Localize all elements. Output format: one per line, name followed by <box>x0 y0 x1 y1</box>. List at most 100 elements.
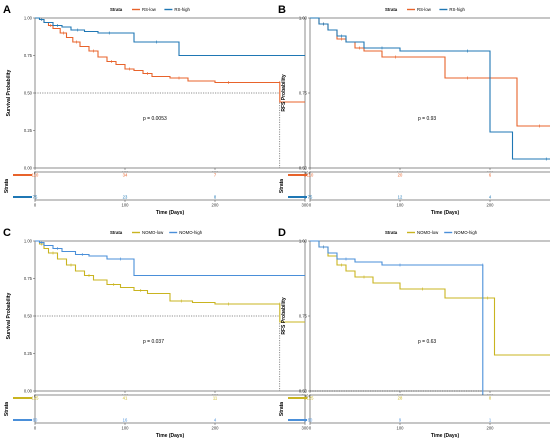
legend-label: RS-low <box>417 7 432 12</box>
y-tick-label: 0.75 <box>299 313 308 318</box>
km-curve-nomo-high <box>310 240 550 404</box>
risk-count: 11 <box>213 396 218 401</box>
risk-x-axis-label: Time (Days) <box>156 210 185 216</box>
risk-count: 34 <box>123 173 128 178</box>
risk-count: 125 <box>307 396 315 401</box>
panel-b: B Strata RS-low RS-high 0.50 0.75 1.00 0 100 200 3… <box>278 4 550 216</box>
risk-count: 1 <box>489 418 492 423</box>
risk-count: 8 <box>489 396 492 401</box>
risk-count: 23 <box>123 195 128 200</box>
y-tick-label: 0.75 <box>24 53 33 58</box>
risk-x-tick-label: 300 <box>302 203 310 208</box>
risk-table-title: Strata <box>279 402 285 416</box>
risk-x-tick-label: 0 <box>34 203 37 208</box>
risk-x-tick-label: 100 <box>122 203 130 208</box>
risk-count: 110 <box>307 173 314 178</box>
risk-x-tick-label: 200 <box>487 426 495 431</box>
km-curve-nomo-high <box>35 240 305 277</box>
risk-x-tick-label: 200 <box>487 203 495 208</box>
legend-label: NOMO-high <box>179 230 203 235</box>
y-axis-label: RFS Probability <box>281 74 287 111</box>
y-tick-label: 1.00 <box>299 15 308 20</box>
panel-label: C <box>3 227 11 239</box>
risk-x-tick-label: 100 <box>397 203 405 208</box>
panel-a: A Strata RS-low RS-high 0.00 0.25 0.50 0.75 1.00… <box>3 4 309 216</box>
legend-title: Strata <box>110 230 123 235</box>
y-tick-label: 0.75 <box>299 90 308 95</box>
y-tick-label: 1.00 <box>299 238 308 243</box>
risk-count: 60 <box>308 418 313 423</box>
risk-table-title: Strata <box>4 179 10 193</box>
risk-table-title: Strata <box>279 179 285 193</box>
y-tick-label: 0.00 <box>24 388 33 393</box>
p-value: p = 0.93 <box>418 116 436 122</box>
risk-x-tick-label: 100 <box>122 426 130 431</box>
legend-label: RS-high <box>174 7 190 12</box>
risk-count: 75 <box>33 195 38 200</box>
risk-count: 41 <box>123 396 128 401</box>
y-tick-label: 0.00 <box>24 165 33 170</box>
risk-count: 16 <box>123 418 128 423</box>
y-tick-label: 0.75 <box>24 276 33 281</box>
legend: Strata NOMO-low NOMO-high <box>385 230 478 235</box>
panel-d: D Strata NOMO-low NOMO-high 0.50 0.75 1.00 0 100… <box>278 227 550 439</box>
y-axis-label: Survival Probability <box>6 292 12 339</box>
risk-table-title: Strata <box>4 402 10 416</box>
legend-label: NOMO-low <box>142 230 164 235</box>
x-tick-label: 300 <box>302 394 310 399</box>
risk-count: 9 <box>399 418 402 423</box>
legend-label: RS-high <box>449 7 465 12</box>
km-curve-rs-high <box>310 17 550 160</box>
legend: Strata NOMO-low NOMO-high <box>110 230 203 235</box>
risk-count: 8 <box>214 195 217 200</box>
risk-count: 4 <box>214 418 217 423</box>
risk-count: 60 <box>33 418 38 423</box>
y-tick-label: 0.50 <box>24 90 33 95</box>
risk-count: 28 <box>398 396 403 401</box>
plot-area <box>309 17 550 169</box>
risk-table <box>34 394 306 424</box>
y-tick-label: 0.50 <box>299 388 308 393</box>
risk-x-tick-label: 300 <box>302 426 310 431</box>
risk-count: 6 <box>489 173 492 178</box>
risk-count: 110 <box>32 173 39 178</box>
risk-x-tick-label: 0 <box>309 426 312 431</box>
legend-label: NOMO-high <box>454 230 478 235</box>
risk-count: 20 <box>398 173 403 178</box>
risk-table <box>34 171 306 201</box>
p-value: p = 0.037 <box>143 339 164 345</box>
risk-x-tick-label: 200 <box>212 426 220 431</box>
plot-area <box>309 240 550 392</box>
panel-label: B <box>278 4 286 16</box>
legend-label: RS-low <box>142 7 157 12</box>
risk-count: 75 <box>308 195 313 200</box>
panel-c: C Strata NOMO-low NOMO-high 0.00 0.25 0.50 0.75… <box>3 227 309 439</box>
risk-x-tick-label: 100 <box>397 426 405 431</box>
legend-title: Strata <box>110 7 123 12</box>
risk-x-tick-label: 200 <box>212 203 220 208</box>
legend-title: Strata <box>385 7 398 12</box>
y-tick-label: 0.50 <box>24 313 33 318</box>
km-curve-rs-high <box>35 17 305 57</box>
risk-x-axis-label: Time (Days) <box>156 433 185 439</box>
risk-count: 4 <box>489 195 492 200</box>
y-tick-label: 1.00 <box>24 15 33 20</box>
y-tick-label: 0.50 <box>299 165 308 170</box>
risk-x-tick-label: 0 <box>309 203 312 208</box>
risk-count: 7 <box>214 173 217 178</box>
legend: Strata RS-low RS-high <box>385 7 466 12</box>
legend-title: Strata <box>385 230 398 235</box>
risk-table <box>309 394 550 424</box>
panel-label: D <box>278 227 286 239</box>
y-tick-label: 0.25 <box>24 351 33 356</box>
y-tick-label: 1.00 <box>24 238 33 243</box>
p-value: p = 0.63 <box>418 339 436 345</box>
y-axis-label: RFS Probability <box>281 297 287 334</box>
x-tick-label: 300 <box>302 171 310 176</box>
legend: Strata RS-low RS-high <box>110 7 191 12</box>
risk-table <box>309 171 550 201</box>
panel-label: A <box>3 4 11 16</box>
risk-x-tick-label: 0 <box>34 426 37 431</box>
km-curve-nomo-low <box>35 240 305 323</box>
